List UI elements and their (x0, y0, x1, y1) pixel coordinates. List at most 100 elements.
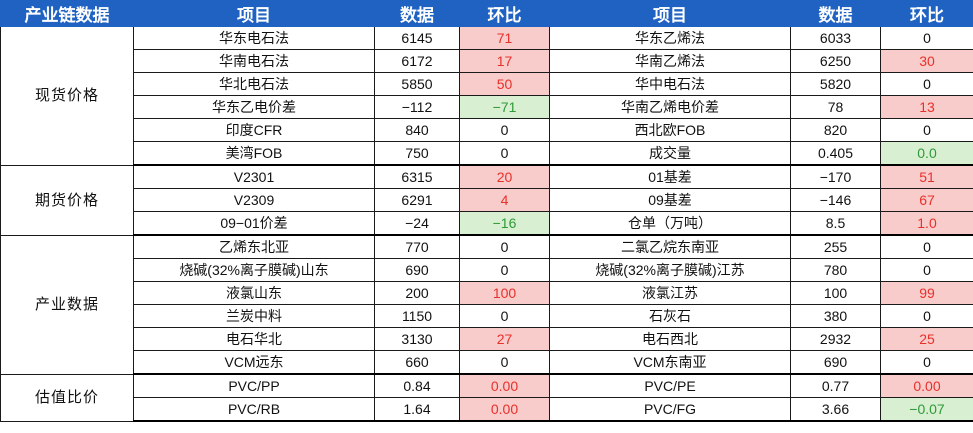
value-right-cell: 380 (790, 304, 881, 328)
item-right-cell: 石灰石 (549, 304, 791, 328)
header-item-right: 项目 (549, 0, 791, 27)
table-row: 华北电石法 5850 50 华中电石法 5820 0 (1, 72, 973, 96)
value-left-cell: 6145 (374, 26, 460, 50)
change-left-cell: 0 (459, 118, 550, 142)
table-row: V2309 6291 4 09基差 −146 67 (1, 188, 973, 212)
change-left-cell: 27 (459, 327, 550, 351)
change-right-cell: 99 (880, 281, 973, 305)
change-left-cell: 20 (459, 164, 550, 189)
table-row: 期货价格 V2301 6315 20 01基差 −170 51 (0, 164, 973, 236)
item-left-cell: 华北电石法 (133, 72, 375, 96)
value-left-cell: 690 (374, 258, 460, 282)
value-left-cell: 1150 (374, 304, 460, 328)
value-right-cell: 820 (790, 118, 881, 142)
change-right-cell: 0 (880, 350, 973, 375)
table-row: 现货价格 华东电石法 6145 71 华东乙烯法 6033 0 (0, 26, 973, 166)
value-left-cell: 1.64 (374, 397, 460, 422)
change-right-cell: 1.0 (880, 211, 973, 236)
value-left-cell: 6172 (374, 49, 460, 73)
item-right-cell: 华东乙烯法 (549, 26, 791, 50)
value-left-cell: 6315 (374, 164, 460, 189)
change-right-cell: 0 (880, 26, 973, 50)
table-row: 华南电石法 6172 17 华南乙烯法 6250 30 (1, 49, 973, 73)
item-right-cell: 仓单（万吨） (549, 211, 791, 236)
header-change-left: 环比 (459, 0, 550, 27)
change-right-cell: 0 (880, 234, 973, 259)
change-right-cell: 25 (880, 327, 973, 351)
item-right-cell: 二氯乙烷东南亚 (549, 234, 791, 259)
value-right-cell: 690 (790, 350, 881, 375)
change-right-cell: 67 (880, 188, 973, 212)
change-right-cell: 0.0 (880, 141, 973, 166)
item-left-cell: V2301 (133, 164, 375, 189)
value-right-cell: 6033 (790, 26, 881, 50)
header-value-right: 数据 (790, 0, 881, 27)
value-left-cell: −24 (374, 211, 460, 236)
item-right-cell: 华中电石法 (549, 72, 791, 96)
change-left-cell: 50 (459, 72, 550, 96)
header-item-left: 项目 (133, 0, 375, 27)
category-cell: 估值比价 (0, 373, 134, 422)
change-left-cell: 0.00 (459, 373, 550, 398)
change-left-cell: 0.00 (459, 397, 550, 422)
item-left-cell: 电石华北 (133, 327, 375, 351)
change-right-cell: 0.00 (880, 373, 973, 398)
table-row: 电石华北 3130 27 电石西北 2932 25 (1, 327, 973, 351)
value-right-cell: 78 (790, 95, 881, 119)
item-right-cell: 华南乙烯法 (549, 49, 791, 73)
change-left-cell: 0 (459, 258, 550, 282)
table-header: 产业链数据 项目 数据 环比 项目 数据 环比 (0, 0, 973, 27)
change-right-cell: 0 (880, 72, 973, 96)
value-right-cell: 780 (790, 258, 881, 282)
table-row: 产业数据 乙烯东北亚 770 0 二氯乙烷东南亚 255 0 (0, 234, 973, 375)
item-left-cell: 09−01价差 (133, 211, 375, 236)
table-row: 09−01价差 −24 −16 仓单（万吨） 8.5 1.0 (1, 211, 973, 236)
value-right-cell: −170 (790, 164, 881, 189)
header-change-right: 环比 (880, 0, 973, 27)
industry-chain-table: 产业链数据 项目 数据 环比 项目 数据 环比 现货价格 华东电石法 6145 71 华… (0, 0, 973, 422)
table-row: 兰炭中料 1150 0 石灰石 380 0 (1, 304, 973, 328)
change-right-cell: 0 (880, 118, 973, 142)
item-right-cell: 09基差 (549, 188, 791, 212)
table-row: 液氯山东 200 100 液氯江苏 100 99 (1, 281, 973, 305)
change-left-cell: 100 (459, 281, 550, 305)
item-right-cell: PVC/FG (549, 397, 791, 422)
item-right-cell: 电石西北 (549, 327, 791, 351)
item-left-cell: 兰炭中料 (133, 304, 375, 328)
item-left-cell: 烧碱(32%离子膜碱)山东 (133, 258, 375, 282)
change-left-cell: −71 (459, 95, 550, 119)
header-category: 产业链数据 (0, 0, 134, 27)
item-right-cell: 01基差 (549, 164, 791, 189)
item-left-cell: 印度CFR (133, 118, 375, 142)
change-left-cell: 0 (459, 304, 550, 328)
change-left-cell: 17 (459, 49, 550, 73)
item-right-cell: VCM东南亚 (549, 350, 791, 375)
table-body: 现货价格 华东电石法 6145 71 华东乙烯法 6033 0 华南电石法 6172 17 华南乙烯… (0, 26, 973, 422)
item-left-cell: PVC/RB (133, 397, 375, 422)
item-left-cell: V2309 (133, 188, 375, 212)
value-left-cell: 5850 (374, 72, 460, 96)
item-left-cell: 美湾FOB (133, 141, 375, 166)
item-right-cell: 烧碱(32%离子膜碱)江苏 (549, 258, 791, 282)
value-right-cell: 255 (790, 234, 881, 259)
item-right-cell: PVC/PE (549, 373, 791, 398)
change-right-cell: 30 (880, 49, 973, 73)
item-left-cell: 华东电石法 (133, 26, 375, 50)
item-right-cell: 西北欧FOB (549, 118, 791, 142)
change-right-cell: −0.07 (880, 397, 973, 422)
value-left-cell: 750 (374, 141, 460, 166)
value-right-cell: 3.66 (790, 397, 881, 422)
table-row: PVC/RB 1.64 0.00 PVC/FG 3.66 −0.07 (1, 397, 973, 422)
value-left-cell: 200 (374, 281, 460, 305)
item-left-cell: PVC/PP (133, 373, 375, 398)
item-right-cell: 华南乙烯电价差 (549, 95, 791, 119)
table-row: VCM远东 660 0 VCM东南亚 690 0 (1, 350, 973, 375)
value-right-cell: 8.5 (790, 211, 881, 236)
header-row: 产业链数据 项目 数据 环比 项目 数据 环比 (0, 0, 973, 27)
table-row: 估值比价 PVC/PP 0.84 0.00 PVC/PE 0.77 0.00 (0, 373, 973, 422)
change-right-cell: 0 (880, 258, 973, 282)
value-right-cell: 100 (790, 281, 881, 305)
change-left-cell: 0 (459, 141, 550, 166)
category-cell: 产业数据 (0, 234, 134, 375)
change-left-cell: 0 (459, 234, 550, 259)
